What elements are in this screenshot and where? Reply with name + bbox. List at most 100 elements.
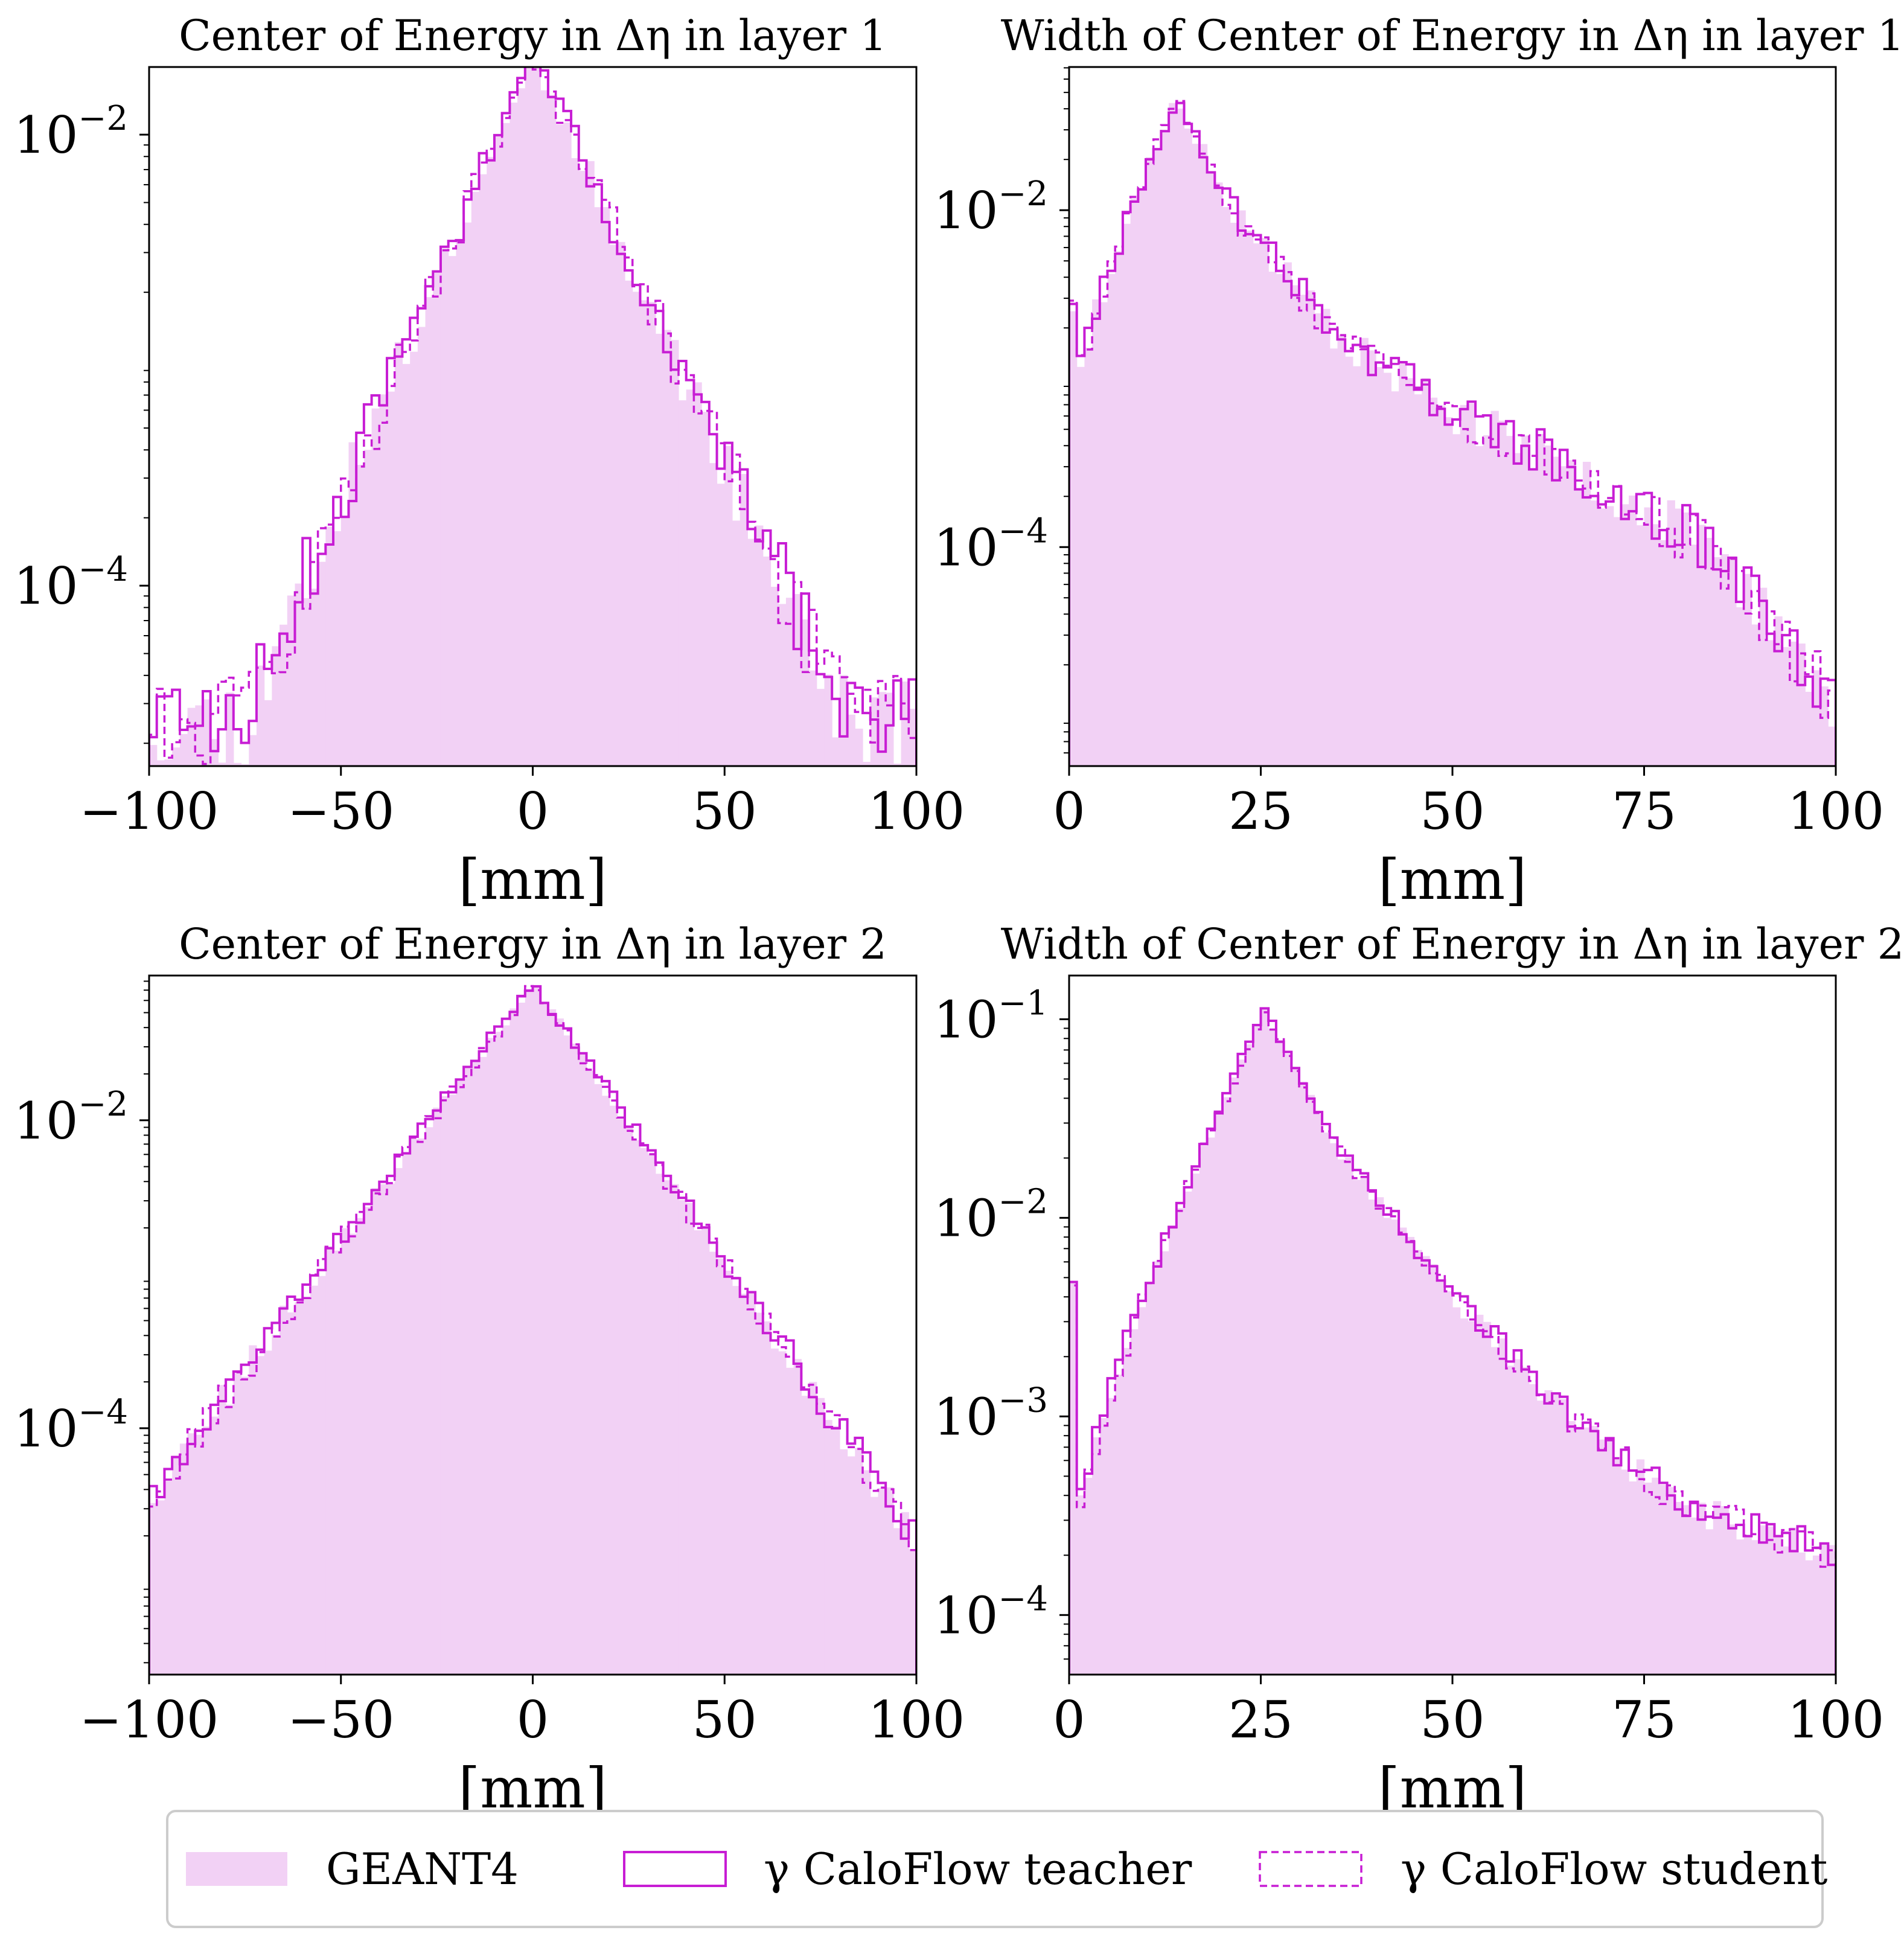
geant4-bar [632, 292, 641, 766]
geant4-bar [1122, 1347, 1131, 1675]
geant4-bar [1751, 1540, 1760, 1675]
geant4-bar [1483, 1321, 1492, 1675]
geant4-bar [218, 1385, 226, 1675]
geant4-bar [1812, 1555, 1821, 1675]
geant4-bar [1169, 1225, 1177, 1675]
geant4-bar [1329, 348, 1338, 766]
geant4-bar [402, 363, 411, 766]
geant4-bar [456, 1079, 464, 1675]
geant4-bar [809, 1382, 817, 1675]
geant4-bar [1667, 1487, 1675, 1675]
geant4-bar [909, 1549, 916, 1675]
geant4-bar [1329, 1143, 1338, 1675]
geant4-bar [770, 586, 779, 766]
geant4-bar [594, 207, 602, 766]
legend-swatch [623, 1851, 727, 1887]
legend-frame [166, 1810, 1824, 1928]
geant4-bar [1820, 1543, 1829, 1675]
geant4-bar [517, 1002, 526, 1675]
geant4-bar [149, 745, 158, 766]
geant4-bar [1391, 1219, 1399, 1675]
x-tick-label: −50 [287, 782, 394, 841]
geant4-bar [1306, 290, 1315, 766]
geant4-bar [1682, 512, 1691, 766]
geant4-bar [755, 525, 764, 766]
geant4-bar [663, 1180, 671, 1675]
geant4-bar [1720, 1506, 1729, 1675]
geant4-bar [678, 400, 687, 766]
geant4-bar [1314, 1114, 1323, 1675]
geant4-bar [280, 624, 288, 766]
x-axis-label: [mm] [1378, 848, 1527, 912]
geant4-bar [1383, 372, 1391, 766]
geant4-bar [824, 1420, 832, 1675]
geant4-bar [1559, 466, 1568, 766]
geant4-bar [1475, 446, 1484, 766]
chart-panel-4: 0 25 50 75 100 10−1 10−2 10−3 10−4 Width of Cente… [934, 919, 1904, 1821]
geant4-bar [540, 1001, 549, 1675]
geant4-bar [1245, 1044, 1254, 1675]
geant4-bar [1582, 462, 1591, 766]
geant4-bar [1559, 1399, 1568, 1675]
teacher-step-line [1069, 101, 1836, 766]
geant4-bar [1797, 1552, 1806, 1675]
geant4-bar [280, 1305, 288, 1675]
geant4-bar [762, 556, 772, 766]
geant4-bar [1452, 434, 1461, 766]
geant4-bar [1291, 1069, 1300, 1675]
geant4-bar [824, 674, 832, 766]
geant4-bar [149, 1503, 158, 1675]
geant4-bar [1076, 366, 1085, 766]
x-tick-label: 0 [1053, 782, 1085, 841]
geant4-bar [1245, 230, 1254, 766]
geant4-bar [1766, 1526, 1775, 1675]
geant4-bar [1675, 1501, 1683, 1675]
geant4-bar [563, 122, 572, 766]
geant4-bar [532, 987, 541, 1675]
geant4-bar [325, 1246, 334, 1675]
geant4-bar [425, 297, 433, 766]
geant4-bar [901, 1512, 909, 1675]
x-tick-label: 100 [1787, 782, 1884, 841]
chart-title: Center of Energy in Δη in layer 1 [179, 11, 887, 60]
geant4-bar [1299, 295, 1308, 766]
geant4-bar [832, 737, 840, 766]
y-tick-label: 10−2 [934, 1182, 1048, 1248]
geant4-bar [1713, 1501, 1722, 1675]
geant4-bar [1268, 272, 1277, 766]
geant4-bar [1698, 525, 1706, 766]
x-tick-label: 75 [1612, 782, 1676, 841]
y-tick-label: 10−4 [934, 1579, 1048, 1645]
geant4-bar [847, 714, 855, 766]
geant4-bar [648, 302, 656, 766]
x-tick-label: 50 [692, 1690, 757, 1749]
geant4-bar [179, 733, 188, 766]
geant4-bar [1130, 1329, 1139, 1675]
geant4-bar [1782, 1546, 1791, 1675]
geant4-bar [832, 1426, 840, 1675]
geant4-bar [1146, 1282, 1154, 1675]
geant4-bar [1590, 1425, 1599, 1675]
x-tick-label: 0 [517, 782, 549, 841]
geant4-bar [264, 1350, 272, 1675]
geant4-bar [179, 1443, 188, 1675]
geant4-bar [747, 1293, 756, 1675]
geant4-bar [1138, 189, 1146, 766]
geant4-bar [487, 156, 495, 766]
geant4-bar [1789, 1527, 1798, 1675]
geant4-bar [226, 692, 234, 766]
teacher-step-line [1069, 1007, 1836, 1675]
teacher-step-line [149, 67, 916, 766]
geant4-bar [1092, 299, 1101, 766]
geant4-bar [1445, 1291, 1453, 1675]
geant4-bar [801, 619, 810, 766]
geant4-bar [172, 1455, 180, 1675]
chart-panels: −100 −50 0 50 100 10−2 10−4 Center of Energy in… [14, 11, 1904, 1821]
geant4-bar [1345, 356, 1353, 766]
geant4-bar [793, 594, 802, 766]
geant4-bar [1567, 460, 1576, 766]
geant4-bar [740, 1294, 748, 1675]
geant4-bar [893, 1528, 902, 1675]
geant4-bar [1636, 1459, 1645, 1675]
geant4-bar [1376, 366, 1384, 766]
